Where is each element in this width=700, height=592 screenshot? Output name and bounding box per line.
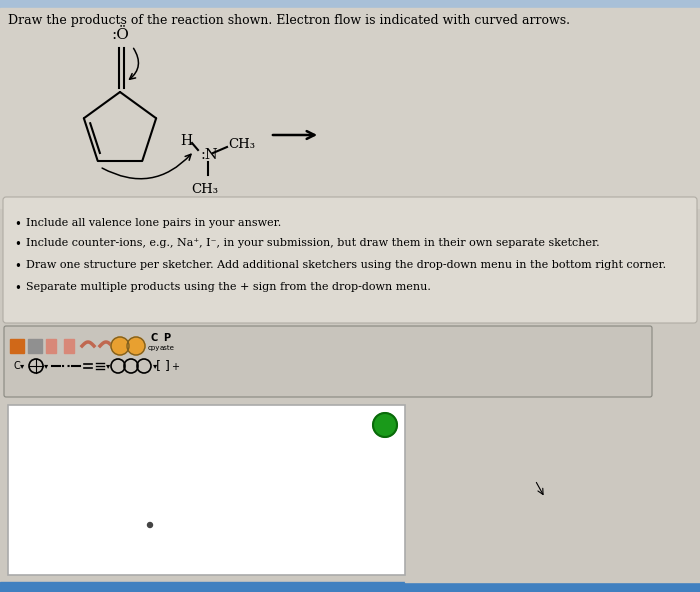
Bar: [405, 330, 700, 582]
Text: Draw one structure per sketcher. Add additional sketchers using the drop-down me: Draw one structure per sketcher. Add add…: [26, 260, 666, 270]
FancyBboxPatch shape: [4, 326, 652, 397]
Text: Include counter-ions, e.g., Na⁺, I⁻, in your submission, but draw them in their : Include counter-ions, e.g., Na⁺, I⁻, in …: [26, 238, 600, 248]
Text: •: •: [15, 282, 22, 295]
Text: •: •: [15, 238, 22, 251]
Circle shape: [127, 337, 145, 355]
Bar: [28, 339, 42, 353]
Text: Draw the products of the reaction shown. Electron flow is indicated with curved : Draw the products of the reaction shown.…: [8, 14, 570, 27]
Text: CH₃: CH₃: [228, 139, 255, 152]
Bar: [0, 582, 700, 592]
Text: ▾: ▾: [106, 362, 111, 371]
Text: •: •: [15, 218, 22, 231]
Text: H: H: [180, 134, 192, 148]
Text: +: +: [171, 362, 179, 372]
Polygon shape: [46, 339, 56, 353]
Text: C: C: [150, 333, 158, 343]
Text: ▾: ▾: [20, 362, 24, 371]
Polygon shape: [64, 339, 74, 353]
Text: ▾: ▾: [44, 362, 48, 371]
Text: Include all valence lone pairs in your answer.: Include all valence lone pairs in your a…: [26, 218, 281, 228]
Text: aste: aste: [160, 345, 174, 351]
Text: :N: :N: [200, 148, 218, 162]
Bar: [0, 8, 700, 208]
Text: Separate multiple products using the + sign from the drop-down menu.: Separate multiple products using the + s…: [26, 282, 431, 292]
Text: P: P: [163, 333, 171, 343]
Text: •: •: [15, 260, 22, 273]
FancyBboxPatch shape: [3, 197, 697, 323]
Text: [ ]: [ ]: [156, 359, 170, 372]
Text: :Ö: :Ö: [111, 28, 129, 42]
Text: C: C: [14, 361, 21, 371]
Bar: [8, 405, 405, 575]
Text: cpy: cpy: [148, 345, 160, 351]
Bar: [10, 339, 24, 353]
Text: ▾: ▾: [153, 362, 158, 371]
Circle shape: [148, 523, 153, 527]
Circle shape: [373, 413, 397, 437]
Bar: [0, 0, 700, 8]
Text: CH₃: CH₃: [192, 183, 218, 196]
Circle shape: [111, 337, 129, 355]
